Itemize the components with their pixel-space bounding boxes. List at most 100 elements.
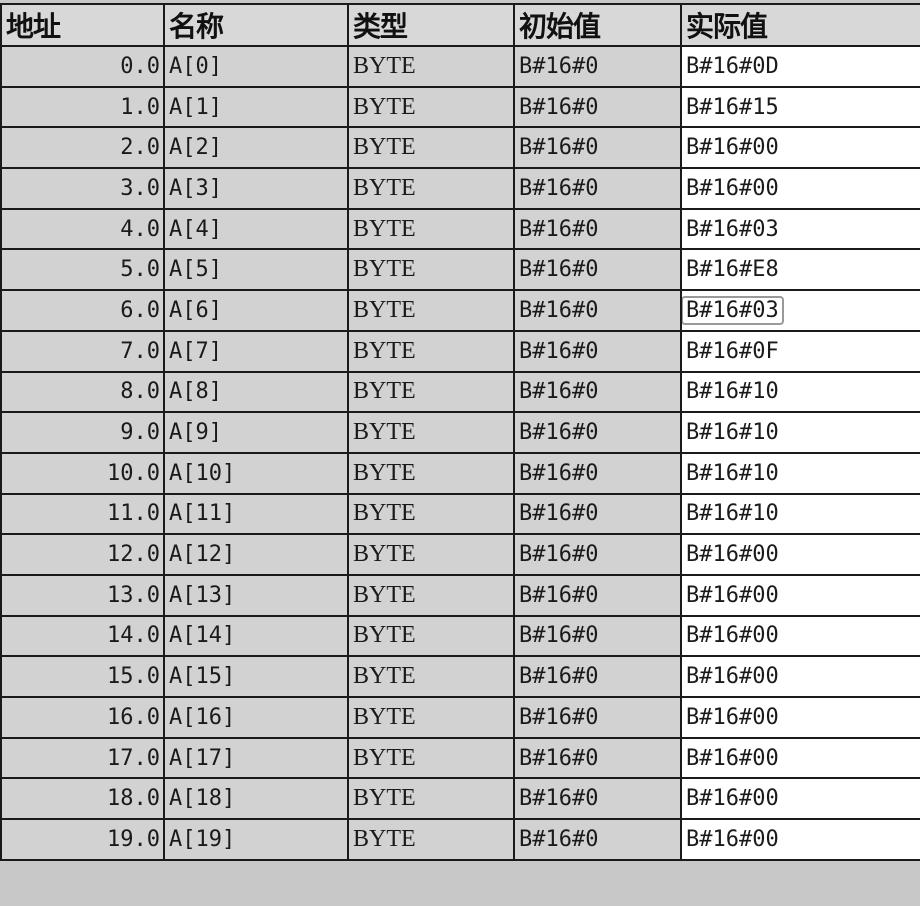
actual-value-cell-text: B#16#10 [686,379,779,405]
type-cell: BYTE [347,818,515,861]
address-cell-text: 11.0 [107,501,160,527]
initial-value-cell-text: B#16#0 [519,297,599,323]
address-cell: 0.0 [0,45,165,88]
table-row: 1.0 A[1] BYTE B#16#0 B#16#15 [0,85,920,129]
type-cell: BYTE [347,777,515,821]
initial-value-cell: B#16#0 [513,411,682,454]
actual-value-cell[interactable]: B#16#E8 [680,248,920,292]
actual-value-cell[interactable]: B#16#10 [680,370,920,414]
actual-value-cell[interactable]: B#16#00 [680,736,920,780]
address-cell-text: 2.0 [120,135,160,161]
name-cell: A[17] [163,736,349,780]
actual-value-cell-text: B#16#10 [686,501,779,527]
actual-value-cell[interactable]: B#16#00 [680,818,920,861]
type-cell-text: BYTE [353,459,416,486]
name-cell-text: A[17] [169,745,236,771]
actual-value-cell[interactable]: B#16#00 [680,696,920,739]
address-cell: 1.0 [0,85,165,129]
actual-value-cell-text: B#16#00 [686,582,779,608]
address-cell-text: 4.0 [120,216,160,242]
initial-value-cell: B#16#0 [513,451,682,495]
name-cell-text: A[3] [169,175,222,201]
column-header-initial-value[interactable]: 初始值 [513,3,682,47]
type-cell-text: BYTE [353,744,416,771]
initial-value-cell: B#16#0 [513,329,682,373]
actual-value-cell-text: B#16#10 [686,420,779,446]
table-row: 11.0 A[11] BYTE B#16#0 B#16#10 [0,492,920,536]
actual-value-cell[interactable]: B#16#10 [680,492,920,536]
type-cell-text: BYTE [353,825,416,852]
actual-value-cell[interactable]: B#16#00 [680,126,920,170]
actual-value-cell[interactable]: B#16#10 [680,451,920,495]
initial-value-cell-text: B#16#0 [519,582,599,608]
actual-value-cell[interactable]: B#16#03 [680,289,920,332]
name-cell: A[14] [163,614,349,658]
initial-value-cell-text: B#16#0 [519,338,599,364]
initial-value-cell-text: B#16#0 [519,501,599,527]
address-cell: 11.0 [0,492,165,536]
table-row: 9.0 A[9] BYTE B#16#0 B#16#10 [0,411,920,454]
type-cell: BYTE [347,207,515,251]
column-header-actual-value[interactable]: 实际值 [680,3,920,47]
type-cell: BYTE [347,614,515,658]
actual-value-cell[interactable]: B#16#0F [680,329,920,373]
type-cell-text: BYTE [353,500,416,527]
actual-value-cell-text: B#16#10 [686,460,779,486]
initial-value-cell: B#16#0 [513,736,682,780]
actual-value-cell[interactable]: B#16#00 [680,533,920,576]
type-cell-text: BYTE [353,419,416,446]
initial-value-cell-text: B#16#0 [519,623,599,649]
initial-value-cell-text: B#16#0 [519,94,599,120]
type-cell-text: BYTE [353,703,416,730]
type-cell-text: BYTE [353,622,416,649]
address-cell: 16.0 [0,696,165,739]
initial-value-cell: B#16#0 [513,167,682,210]
name-cell: A[8] [163,370,349,414]
actual-value-cell[interactable]: B#16#15 [680,85,920,129]
name-cell: A[12] [163,533,349,576]
table-row: 2.0 A[2] BYTE B#16#0 B#16#00 [0,126,920,170]
actual-value-cell-text: B#16#00 [686,704,779,730]
type-cell-text: BYTE [353,256,416,283]
table-row: 0.0 A[0] BYTE B#16#0 B#16#0D [0,45,920,88]
type-cell-text: BYTE [353,337,416,364]
type-cell: BYTE [347,451,515,495]
column-header-address[interactable]: 地址 [0,3,165,47]
table-row: 10.0 A[10] BYTE B#16#0 B#16#10 [0,451,920,495]
name-cell: A[19] [163,818,349,861]
name-cell: A[3] [163,167,349,210]
actual-value-cell[interactable]: B#16#00 [680,573,920,617]
actual-value-cell[interactable]: B#16#00 [680,777,920,821]
name-cell: A[0] [163,45,349,88]
name-cell-text: A[11] [169,501,236,527]
actual-value-cell[interactable]: B#16#00 [680,614,920,658]
name-cell: A[15] [163,655,349,698]
address-cell: 17.0 [0,736,165,780]
actual-value-cell[interactable]: B#16#0D [680,45,920,88]
address-cell: 10.0 [0,451,165,495]
actual-value-cell[interactable]: B#16#10 [680,411,920,454]
table-row: 4.0 A[4] BYTE B#16#0 B#16#03 [0,207,920,251]
initial-value-cell: B#16#0 [513,655,682,698]
actual-value-cell[interactable]: B#16#03 [680,207,920,251]
name-cell-text: A[0] [169,53,222,79]
initial-value-cell: B#16#0 [513,818,682,861]
initial-value-cell-text: B#16#0 [519,745,599,771]
type-cell-text: BYTE [353,663,416,690]
name-cell-text: A[12] [169,542,236,568]
initial-value-cell-text: B#16#0 [519,542,599,568]
address-cell: 12.0 [0,533,165,576]
table-row: 12.0 A[12] BYTE B#16#0 B#16#00 [0,533,920,576]
type-cell: BYTE [347,167,515,210]
actual-value-cell[interactable]: B#16#00 [680,655,920,698]
address-cell: 19.0 [0,818,165,861]
actual-value-cell-text: B#16#00 [686,786,779,812]
address-cell: 7.0 [0,329,165,373]
name-cell-text: A[18] [169,786,236,812]
address-cell-text: 12.0 [107,542,160,568]
name-cell-text: A[13] [169,582,236,608]
actual-value-cell[interactable]: B#16#00 [680,167,920,210]
column-header-type[interactable]: 类型 [347,3,515,47]
column-header-name[interactable]: 名称 [163,3,349,47]
initial-value-cell-text: B#16#0 [519,257,599,283]
